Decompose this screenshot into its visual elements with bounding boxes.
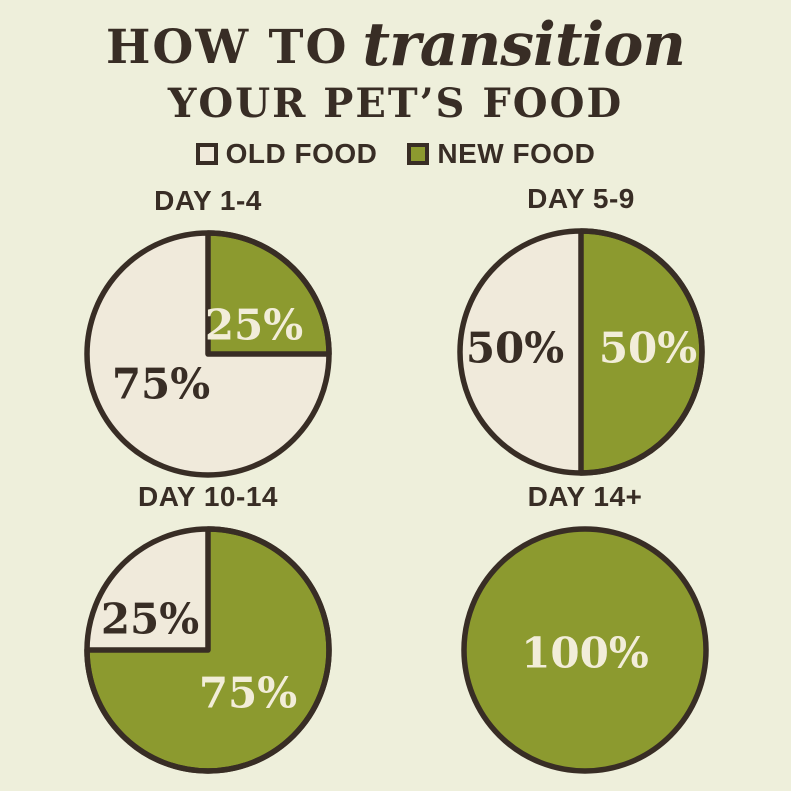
new-food-slice (464, 529, 706, 771)
pie-outline (84, 526, 332, 774)
pie-percent-label: 50% (466, 324, 564, 373)
title-prefix: HOW TO (106, 20, 349, 75)
pie-title: DAY 10-14 (138, 481, 278, 512)
pie-title: DAY 5-9 (527, 183, 635, 214)
pie-outline (457, 228, 705, 476)
pie-chart: 25%75% (84, 230, 332, 478)
legend-label-new-food: NEW FOOD (437, 138, 596, 169)
old-food-swatch-icon (195, 143, 218, 165)
pie-group-4: DAY 14+ 100% (457, 480, 713, 783)
new-food-swatch-icon (407, 143, 430, 165)
legend-item-old-food: OLD FOOD (195, 138, 378, 170)
pie-percent-label: 25% (205, 301, 303, 350)
pie-title: DAY 14+ (527, 481, 643, 512)
pie-title: DAY 1-4 (154, 185, 262, 216)
pie-percent-label: 100% (521, 629, 649, 678)
pie-group-3: DAY 10-14 25% 75% (80, 480, 336, 783)
pie-percent-label: 75% (112, 360, 210, 409)
pie-outline (84, 230, 332, 478)
pie-outline (461, 526, 709, 774)
pie-percent-label: 50% (599, 324, 697, 373)
pie-chart: 100% (461, 526, 709, 774)
pie-chart: 25%75% (84, 526, 332, 774)
pie-percent-label: 75% (199, 669, 297, 718)
legend: OLD FOOD NEW FOOD (0, 138, 791, 170)
legend-item-new-food: NEW FOOD (407, 138, 595, 170)
pie-group-1: DAY 1-4 25% 75% (80, 184, 336, 487)
page-subtitle: YOUR PET’S FOOD (167, 80, 624, 127)
pie-percent-label: 25% (101, 595, 199, 644)
page-title: HOW TO transition (0, 8, 791, 80)
legend-label-old-food: OLD FOOD (225, 138, 378, 169)
title-script-word: transition (362, 10, 686, 80)
pie-group-2: DAY 5-9 50% 50% (453, 182, 709, 485)
pie-chart: 50% 50% (457, 228, 705, 476)
